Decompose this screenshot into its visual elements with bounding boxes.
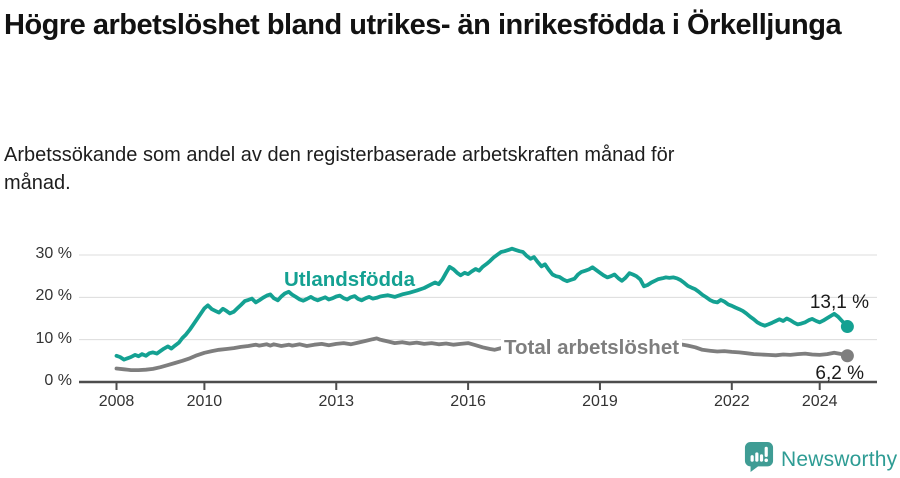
y-axis-tick-label: 0 % bbox=[44, 372, 72, 389]
x-axis-tick-label: 2024 bbox=[801, 393, 838, 410]
chart-subtitle: Arbetssökande som andel av den registerb… bbox=[4, 144, 675, 195]
x-axis-tick-label: 2019 bbox=[582, 393, 618, 410]
newsworthy-branding: Newsworthy bbox=[744, 441, 897, 478]
x-axis-tick-label: 2022 bbox=[714, 393, 750, 410]
series-lines bbox=[114, 246, 854, 373]
series-line-total bbox=[114, 336, 850, 373]
series-label-utlandsfodda: Utlandsfödda bbox=[284, 268, 415, 291]
series-label-total-arbetsloshet: Total arbetslöshet bbox=[501, 336, 683, 360]
chart-title: Högre arbetslöshet bland utrikes- än inr… bbox=[4, 9, 842, 41]
y-axis-tick-label: 20 % bbox=[35, 287, 72, 305]
x-axis-tick-label: 2013 bbox=[318, 393, 355, 410]
newsworthy-wordmark: Newsworthy bbox=[781, 447, 898, 471]
y-axis-tick-label: 10 % bbox=[35, 329, 72, 347]
series-line-utlandsfodda bbox=[114, 246, 850, 362]
x-axis bbox=[79, 380, 877, 390]
end-value-label-utlandsfodda: 13,1 % bbox=[809, 292, 869, 313]
gridlines bbox=[79, 254, 877, 341]
x-axis-tick-label: 2010 bbox=[186, 393, 223, 410]
series-end-dot-total bbox=[840, 349, 854, 363]
newsworthy-logo-icon bbox=[744, 441, 774, 478]
x-axis-tick-label: 2016 bbox=[450, 393, 486, 410]
x-axis-tick-label: 2008 bbox=[98, 393, 135, 410]
y-axis-tick-label: 30 % bbox=[35, 245, 72, 262]
end-value-label-total: 6,2 % bbox=[815, 363, 864, 384]
series-end-dot-utlandsfodda bbox=[840, 320, 854, 334]
